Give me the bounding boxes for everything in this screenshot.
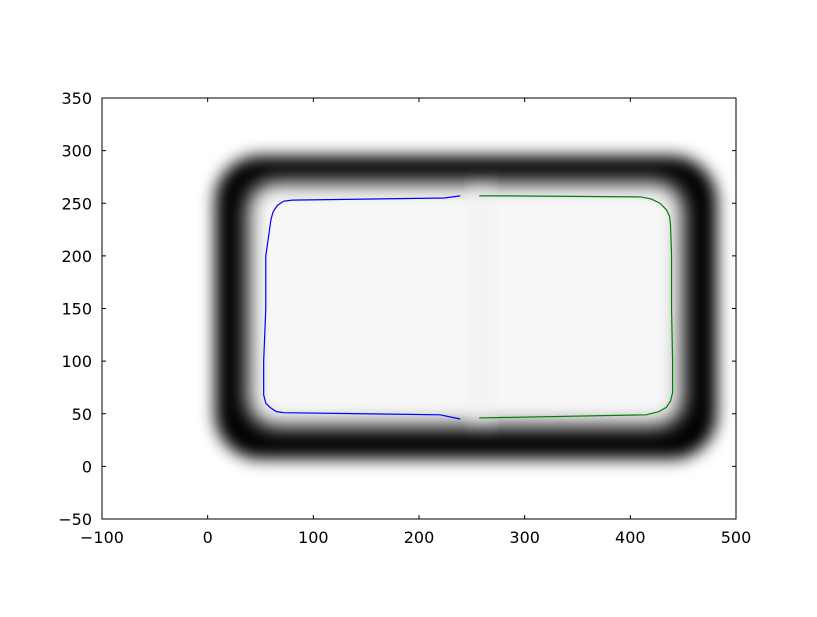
plot-area xyxy=(215,155,717,460)
x-tick-label: 300 xyxy=(509,528,540,547)
y-tick-label: 350 xyxy=(61,89,92,108)
x-tick-label: 100 xyxy=(298,528,329,547)
series-layer xyxy=(263,195,674,420)
y-tick-label: −50 xyxy=(58,510,92,529)
y-tick-label: 100 xyxy=(61,352,92,371)
x-tick-label: 500 xyxy=(721,528,752,547)
y-tick-label: 0 xyxy=(82,457,92,476)
y-tick-label: 300 xyxy=(61,142,92,161)
y-tick-label: 250 xyxy=(61,194,92,213)
y-tick-label: 200 xyxy=(61,247,92,266)
y-tick-label: 150 xyxy=(61,300,92,319)
y-tick-label: 50 xyxy=(72,405,92,424)
series-line-1 xyxy=(263,195,461,420)
background-mask-image xyxy=(215,155,717,460)
series-line-2 xyxy=(479,195,674,419)
x-tick-label: −100 xyxy=(80,528,124,547)
x-tick-label: 0 xyxy=(203,528,213,547)
mask-center-seam xyxy=(469,187,494,422)
y-axis-ticks: −50 0 50 100 150 200 250 300 350 xyxy=(58,89,736,529)
x-tick-label: 400 xyxy=(615,528,646,547)
x-tick-label: 200 xyxy=(404,528,435,547)
x-axis-ticks: −100 0 100 200 300 400 500 xyxy=(80,98,751,547)
mask-inner-region xyxy=(247,182,684,427)
